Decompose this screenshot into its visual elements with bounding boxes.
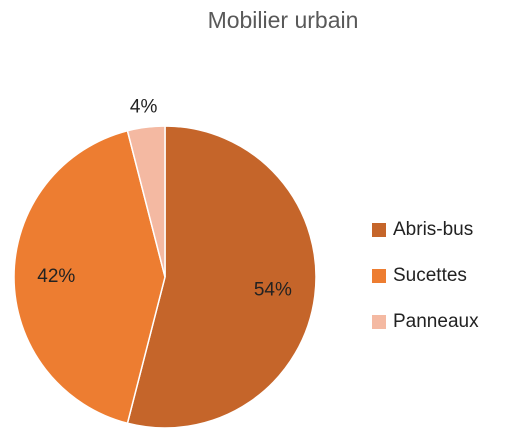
legend-label: Sucettes: [393, 265, 467, 286]
data-label: 42%: [37, 266, 75, 287]
legend-swatch: [372, 269, 386, 283]
data-label: 54%: [254, 280, 292, 301]
pie-slice: [13, 129, 166, 425]
legend-label: Abris-bus: [393, 219, 473, 240]
pie-slice: [126, 125, 166, 278]
legend-swatch: [372, 315, 386, 329]
legend-swatch: [372, 223, 386, 237]
legend-label: Panneaux: [393, 311, 479, 332]
chart-title: Mobilier urbain: [208, 7, 359, 33]
data-label: 4%: [130, 97, 158, 118]
pie-slice: [126, 125, 317, 429]
